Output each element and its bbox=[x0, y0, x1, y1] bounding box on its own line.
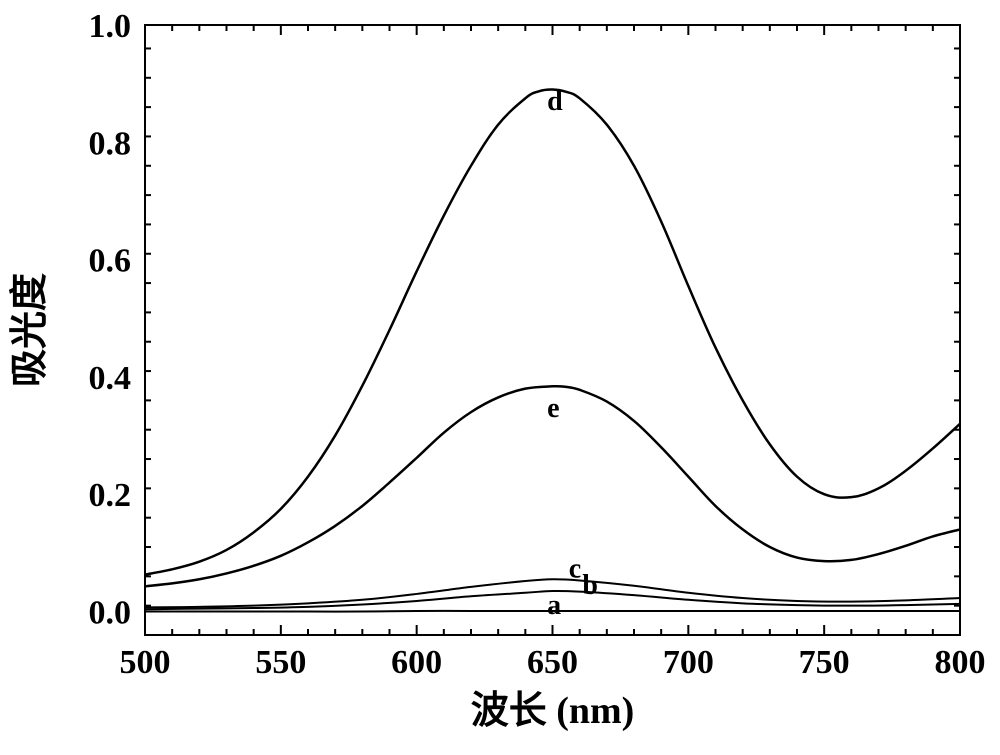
x-tick-label: 800 bbox=[935, 644, 986, 681]
y-tick-label: 0.8 bbox=[89, 125, 132, 162]
series-label-b: b bbox=[582, 570, 598, 601]
x-axis-title: 波长 (nm) bbox=[471, 690, 635, 732]
series-label-a: a bbox=[547, 590, 561, 621]
y-tick-label: 0.0 bbox=[89, 595, 132, 632]
series-label-d: d bbox=[547, 86, 563, 117]
series-label-e: e bbox=[547, 393, 559, 424]
y-axis-title: 吸光度 bbox=[9, 273, 51, 387]
x-tick-label: 600 bbox=[391, 644, 442, 681]
y-tick-label: 1.0 bbox=[89, 8, 132, 45]
series-label-c: c bbox=[569, 554, 581, 585]
x-tick-label: 500 bbox=[120, 644, 171, 681]
absorbance-chart: 500 550 600 650 700 750 800 0.0 0.2 0.4 0.6 0.8 1.0 波… bbox=[0, 0, 1000, 755]
y-tick-label: 0.6 bbox=[89, 243, 132, 280]
y-tick-label: 0.4 bbox=[89, 360, 132, 397]
x-tick-label: 650 bbox=[527, 644, 578, 681]
chart-container: 500 550 600 650 700 750 800 0.0 0.2 0.4 0.6 0.8 1.0 波… bbox=[0, 0, 1000, 755]
x-tick-label: 750 bbox=[799, 644, 850, 681]
y-tick-label: 0.2 bbox=[89, 477, 132, 514]
x-tick-label: 550 bbox=[255, 644, 306, 681]
x-tick-label: 700 bbox=[663, 644, 714, 681]
